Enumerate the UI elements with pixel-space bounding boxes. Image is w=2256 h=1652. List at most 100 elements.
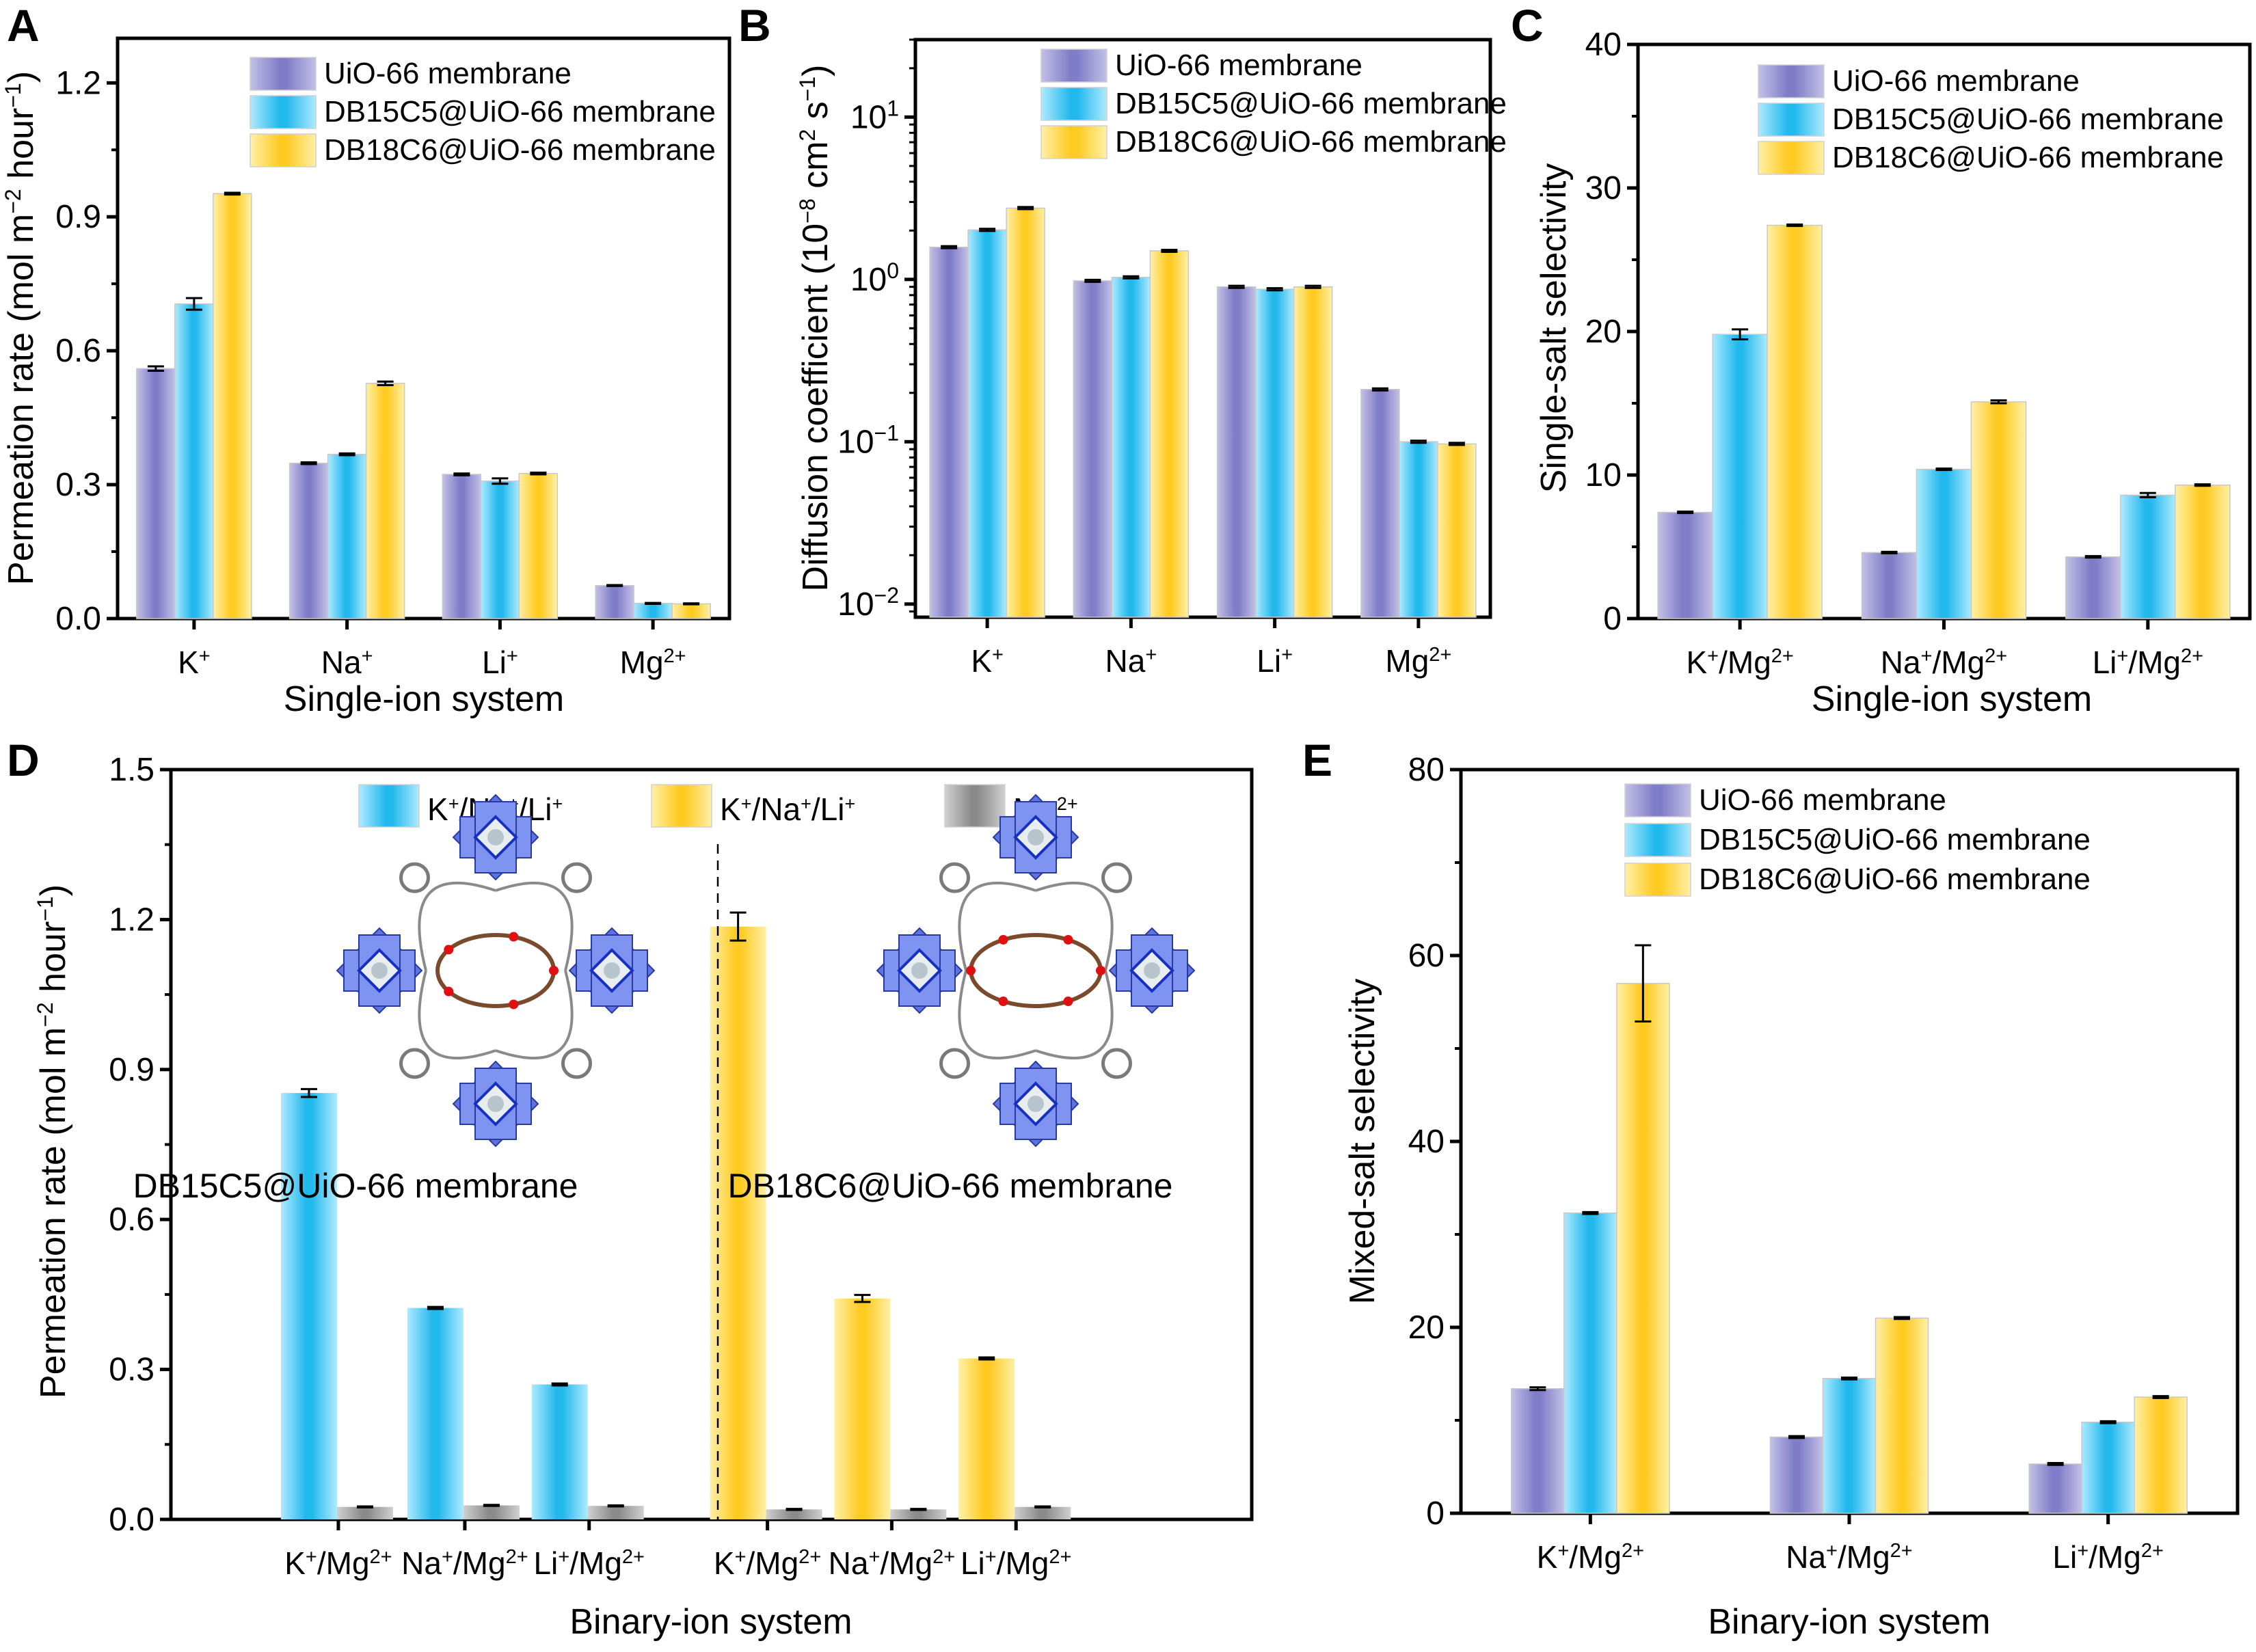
oxygen-atom — [549, 966, 559, 975]
oxygen-atom — [998, 934, 1008, 945]
x-tick-label: Li+/Mg2+ — [2093, 645, 2204, 680]
x-tick-label: Li+ — [1257, 643, 1293, 679]
zr-cluster — [992, 794, 1079, 881]
y-tick-label: 10−1 — [837, 420, 899, 460]
linker — [958, 970, 1036, 1060]
mof-structure-illustration — [336, 794, 656, 1148]
bar — [967, 229, 1007, 618]
zr-cluster — [336, 927, 423, 1014]
linker — [958, 881, 1036, 971]
panel-letter: E — [1302, 735, 1332, 785]
benzene-ring — [561, 1048, 592, 1079]
mof-structure-illustration — [876, 794, 1196, 1148]
oxygen-atom — [509, 999, 519, 1010]
y-tick-label: 1.2 — [109, 902, 155, 938]
y-tick-label: 0 — [1426, 1495, 1445, 1532]
x-axis-title: Binary-ion system — [569, 1602, 852, 1642]
zr-cluster — [452, 1060, 539, 1148]
panel-b: B 10−2 10−1 100 101 K+ Na+ Li+ Mg2+ Diffusion coe… — [738, 0, 1507, 679]
y-tick-label: 80 — [1408, 752, 1445, 788]
bar — [1015, 1506, 1071, 1519]
y-axis-title: Single-salt selectivity — [1534, 163, 1574, 493]
legend-swatch — [1624, 823, 1691, 857]
x-tick-label: Mg2+ — [620, 645, 686, 680]
legend-swatch — [358, 784, 420, 828]
legend-swatch — [1624, 783, 1691, 817]
x-tick-label: Li+/Mg2+ — [2052, 1539, 2164, 1575]
bar — [1822, 1378, 1877, 1514]
bar — [213, 193, 252, 619]
bar — [531, 1384, 588, 1519]
bar — [1767, 224, 1823, 619]
bar — [1149, 250, 1190, 618]
x-tick-label: Li+/Mg2+ — [533, 1545, 645, 1581]
y-tick-label: 0.3 — [55, 467, 101, 503]
bar — [766, 1509, 822, 1519]
y-tick-label: 40 — [1408, 1124, 1445, 1160]
y-tick-label: 100 — [850, 258, 899, 298]
legend-swatch — [1040, 125, 1107, 159]
legend-swatch — [1758, 64, 1825, 98]
bar — [2028, 1463, 2082, 1514]
oxygen-atom — [509, 932, 519, 942]
legend-label: K+/Na+/Li+ — [720, 791, 855, 827]
benzene-ring — [399, 862, 431, 893]
x-tick-label: Mg2+ — [1385, 643, 1451, 679]
zr-cluster — [876, 927, 963, 1014]
panel-letter: D — [7, 735, 40, 785]
x-tick-label: K+/Mg2+ — [1686, 645, 1793, 680]
bar — [890, 1509, 947, 1519]
bar — [280, 1093, 337, 1519]
benzene-ring — [561, 862, 592, 893]
metal-atom — [371, 962, 388, 979]
y-axis-title: Mixed-salt selectivity — [1343, 979, 1382, 1305]
bar — [958, 1358, 1015, 1519]
bar — [1216, 286, 1257, 618]
metal-atom — [1028, 1096, 1044, 1112]
bar — [1916, 468, 1972, 619]
y-tick-label: 0 — [1603, 601, 1622, 637]
bar — [463, 1505, 520, 1519]
legend-label: DB15C5@UiO-66 membrane — [1115, 87, 1507, 120]
legend-swatch — [1040, 87, 1107, 121]
y-tick-label: 0.6 — [55, 333, 101, 369]
x-tick-label: K+/Mg2+ — [1537, 1539, 1644, 1575]
legend-label: DB15C5@UiO-66 membrane — [1832, 103, 2224, 136]
y-tick-label: 0.6 — [109, 1202, 155, 1238]
bar — [365, 383, 405, 619]
y-tick-label: 20 — [1585, 314, 1622, 350]
bar — [1861, 552, 1918, 619]
bar — [336, 1506, 393, 1519]
bar — [136, 368, 176, 619]
bar — [929, 246, 969, 618]
metal-atom — [487, 829, 504, 845]
y-tick-label: 0.9 — [109, 1052, 155, 1088]
x-axis-title: Single-ion system — [284, 679, 564, 719]
panel-a: A 0.0 0.3 0.6 0.9 1.2 K+ Na+ Li+ Mg2+ Permeation r… — [1, 0, 731, 719]
legend-label: DB18C6@UiO-66 membrane — [1832, 141, 2224, 174]
bar — [1360, 389, 1400, 618]
x-tick-label: K+ — [178, 645, 211, 680]
bar — [1293, 286, 1333, 618]
bar — [1437, 443, 1477, 618]
bar — [518, 473, 559, 619]
bar — [2081, 1421, 2135, 1514]
y-tick-label: 30 — [1585, 170, 1622, 206]
legend-label: DB18C6@UiO-66 membrane — [324, 133, 716, 167]
legend-label: DB15C5@UiO-66 membrane — [1699, 823, 2091, 856]
inset-caption: DB18C6@UiO-66 membrane — [727, 1167, 1172, 1205]
x-tick-label: Na+/Mg2+ — [1786, 1539, 1913, 1575]
bar — [2120, 494, 2176, 619]
linker — [1035, 881, 1114, 971]
x-tick-label: Na+/Mg2+ — [1881, 645, 2008, 680]
linker — [495, 970, 574, 1060]
metal-atom — [1144, 962, 1160, 979]
legend-swatch — [651, 784, 712, 828]
x-tick-label: Li+ — [482, 645, 518, 680]
bar — [1399, 441, 1438, 618]
y-tick-label: 1.5 — [109, 752, 155, 788]
x-tick-label: Li+/Mg2+ — [961, 1545, 1072, 1581]
bar — [480, 480, 520, 619]
